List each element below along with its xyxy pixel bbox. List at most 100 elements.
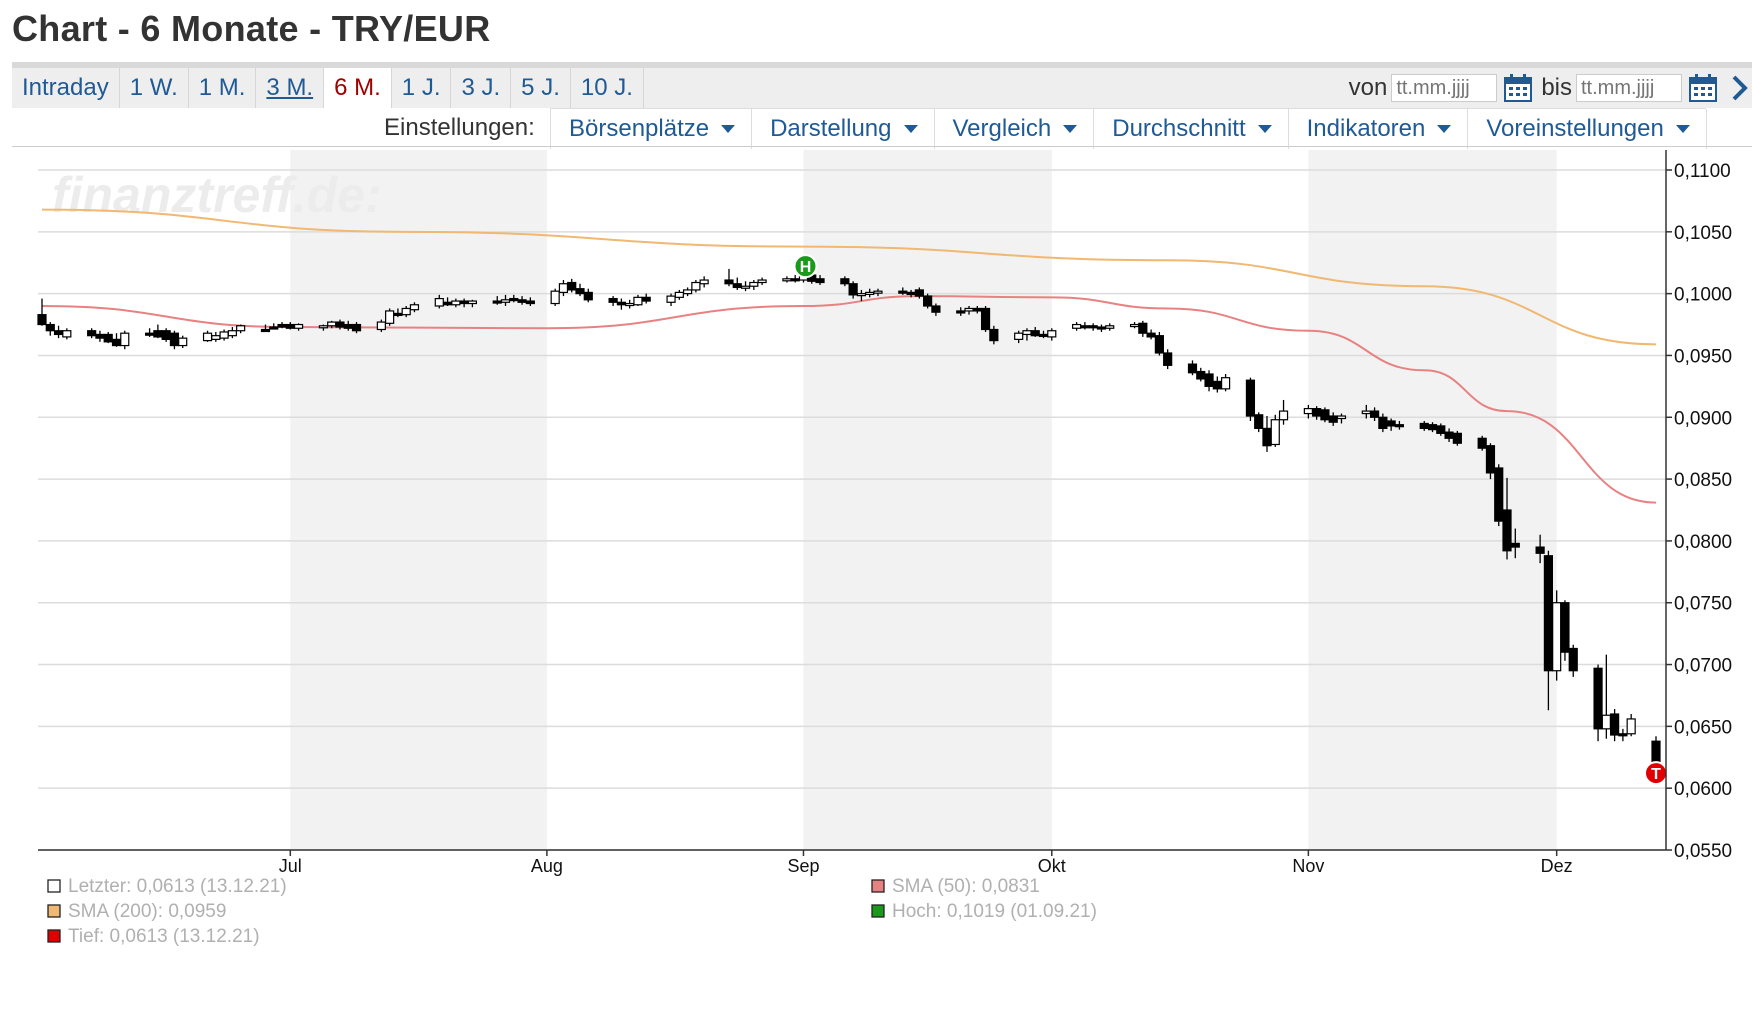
settings-dropdown[interactable]: Vergleich xyxy=(933,109,1095,149)
legend-item: Letzter: 0,0613 (13.12.21) xyxy=(68,876,287,897)
candle-body xyxy=(161,330,171,340)
candle-body xyxy=(1394,424,1405,428)
candle-body xyxy=(376,321,386,331)
candle-body xyxy=(865,291,875,295)
candle-body xyxy=(1502,509,1512,552)
candle-body xyxy=(931,305,941,313)
candle-body xyxy=(914,289,924,297)
period-tab[interactable]: 1 J. xyxy=(392,68,452,108)
candle-body xyxy=(724,279,734,285)
marker-label: T xyxy=(1651,766,1661,783)
candle-body xyxy=(269,326,279,330)
x-tick-label: Jul xyxy=(279,856,302,876)
candle-body xyxy=(906,291,916,295)
candle-body xyxy=(790,278,800,282)
legend-item: SMA (50): 0,0831 xyxy=(892,876,1040,897)
candle-body xyxy=(1568,647,1578,672)
candle-body xyxy=(153,330,163,338)
candle-body xyxy=(500,299,511,303)
candle-body xyxy=(1204,373,1214,387)
candle-body xyxy=(1154,335,1164,354)
candle-body xyxy=(1452,432,1462,444)
candle-body xyxy=(169,332,180,347)
period-tab[interactable]: Intraday xyxy=(12,68,120,108)
period-tab[interactable]: 5 J. xyxy=(511,68,571,108)
candle-body xyxy=(1328,415,1338,423)
period-tab[interactable]: 1 M. xyxy=(189,68,257,108)
candle-body xyxy=(575,288,585,295)
candle-body xyxy=(293,323,304,329)
candle-body xyxy=(749,281,759,287)
candle-body xyxy=(1146,332,1156,338)
candle-body xyxy=(318,325,329,329)
settings-dropdown[interactable]: Durchschnitt xyxy=(1093,109,1289,149)
y-tick-label: 0,1000 xyxy=(1674,285,1732,306)
from-label: von xyxy=(1348,74,1388,101)
candle-body xyxy=(1552,602,1562,672)
to-date-input[interactable] xyxy=(1576,74,1682,102)
caret-down-icon xyxy=(1257,125,1272,133)
candle-body xyxy=(964,307,974,312)
candle-body xyxy=(1436,425,1446,434)
dropdown-label: Darstellung xyxy=(770,115,892,142)
candle-body xyxy=(1626,718,1636,735)
candle-body xyxy=(1022,330,1032,336)
candle-body xyxy=(550,290,560,305)
period-tab[interactable]: 3 M. xyxy=(256,68,325,108)
candle-body xyxy=(583,291,593,301)
candle-body xyxy=(525,300,535,305)
candle-body xyxy=(699,279,709,285)
candle-body xyxy=(856,293,867,297)
candle-body xyxy=(1278,410,1289,421)
candle-body xyxy=(873,290,883,294)
candle-body xyxy=(558,283,569,293)
dropdown-label: Vergleich xyxy=(952,115,1052,142)
candle-body xyxy=(459,300,469,305)
settings-dropdown[interactable]: Darstellung xyxy=(751,109,935,149)
legend-swatch xyxy=(871,904,885,918)
settings-dropdown[interactable]: Indikatoren xyxy=(1287,109,1469,149)
candle-body xyxy=(343,323,353,329)
candle-body xyxy=(260,328,271,333)
calendar-icon[interactable] xyxy=(1688,73,1718,103)
candle-body xyxy=(1535,546,1545,554)
candle-body xyxy=(1494,467,1504,522)
y-tick-label: 0,0550 xyxy=(1674,841,1732,862)
period-tabs: Intraday 1 W. 1 M. 3 M. 6 M. 1 J. 3 J. 5 J. 10 J… xyxy=(12,68,644,108)
candle-body xyxy=(1163,352,1173,366)
period-tab[interactable]: 6 M. xyxy=(324,68,392,108)
settings-menus: Börsenplätze Darstellung Vergleich Durchsch… xyxy=(550,108,1707,149)
candle-body xyxy=(1129,323,1140,328)
period-tab[interactable]: 3 J. xyxy=(451,68,512,108)
y-tick-label: 0,0750 xyxy=(1674,594,1732,615)
calendar-icon[interactable] xyxy=(1503,73,1533,103)
candle-body xyxy=(1320,409,1330,421)
legend-swatch xyxy=(47,929,61,943)
period-tab[interactable]: 10 J. xyxy=(571,68,644,108)
settings-dropdown[interactable]: Voreinstellungen xyxy=(1467,109,1707,149)
y-tick-label: 0,0850 xyxy=(1674,470,1732,491)
candle-body xyxy=(1072,323,1082,329)
settings-bar: Einstellungen: Börsenplätze Darstellung Ve… xyxy=(12,108,1752,149)
period-tab[interactable]: 1 W. xyxy=(120,68,189,108)
candle-body xyxy=(327,321,337,327)
from-date-input[interactable] xyxy=(1391,74,1498,102)
dropdown-label: Indikatoren xyxy=(1306,115,1426,142)
candle-body xyxy=(732,283,742,289)
candle-body xyxy=(608,297,618,303)
x-tick-label: Aug xyxy=(531,856,563,876)
x-tick-label: Okt xyxy=(1038,856,1066,876)
candle-body xyxy=(1096,326,1107,330)
series-line xyxy=(41,208,1657,346)
y-tick-label: 0,0600 xyxy=(1674,779,1732,800)
candle-body xyxy=(87,330,97,337)
candle-body xyxy=(840,278,850,285)
y-tick-label: 0,1100 xyxy=(1674,161,1731,182)
chevron-right-icon[interactable] xyxy=(1728,73,1752,103)
legend-swatch xyxy=(871,879,885,893)
candle-body xyxy=(285,323,295,329)
candle-body xyxy=(517,299,527,303)
candle-body xyxy=(972,307,982,312)
settings-dropdown[interactable]: Börsenplätze xyxy=(550,109,753,149)
candle-body xyxy=(757,279,767,284)
